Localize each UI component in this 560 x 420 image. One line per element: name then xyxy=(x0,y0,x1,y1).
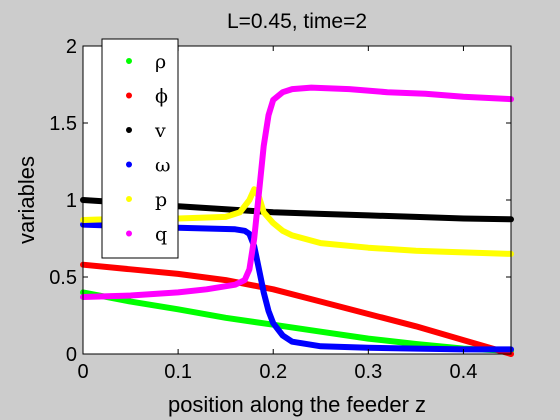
x-axis-label: position along the feeder z xyxy=(168,392,426,417)
legend-label-3: v xyxy=(154,120,166,142)
legend-label-1: ρ xyxy=(155,51,166,73)
y-tick-label: 1.5 xyxy=(49,113,77,135)
y-tick-label: 0.5 xyxy=(49,267,77,289)
chart-title: L=0.45, time=2 xyxy=(227,10,367,33)
y-tick-label: 1 xyxy=(66,190,77,212)
legend-marker-5 xyxy=(126,196,132,202)
legend-marker-1 xyxy=(126,58,132,64)
legend-box xyxy=(101,38,179,259)
legend-label-5: p xyxy=(155,189,167,211)
legend-label-2: ϕ xyxy=(155,86,168,108)
x-tick-label: 0.3 xyxy=(354,361,382,383)
y-tick-label: 0 xyxy=(66,344,77,366)
series-line-4 xyxy=(80,221,514,353)
legend-marker-4 xyxy=(126,161,132,168)
series-line-5 xyxy=(80,186,514,257)
legend-label-6: q xyxy=(155,224,167,246)
series-layer xyxy=(80,84,514,357)
legend-marker-6 xyxy=(126,230,132,237)
y-tick-label: 2 xyxy=(66,36,77,58)
x-tick-label: 0.2 xyxy=(259,361,287,383)
legend-marker-2 xyxy=(126,92,132,99)
series-line-2 xyxy=(80,261,514,357)
ticks-layer: 0 0.1 0.2 0.3 0.4 0 0.5 1 1.5 2 xyxy=(49,36,511,383)
legend-label-4: ω xyxy=(155,155,171,177)
x-tick-label: 0.4 xyxy=(450,361,478,383)
x-tick-label: 0.1 xyxy=(164,361,192,383)
legend-marker-3 xyxy=(126,127,132,133)
series-line-6 xyxy=(80,84,514,300)
y-axis-label: variables xyxy=(14,156,39,244)
x-tick-label: 0 xyxy=(77,361,88,383)
